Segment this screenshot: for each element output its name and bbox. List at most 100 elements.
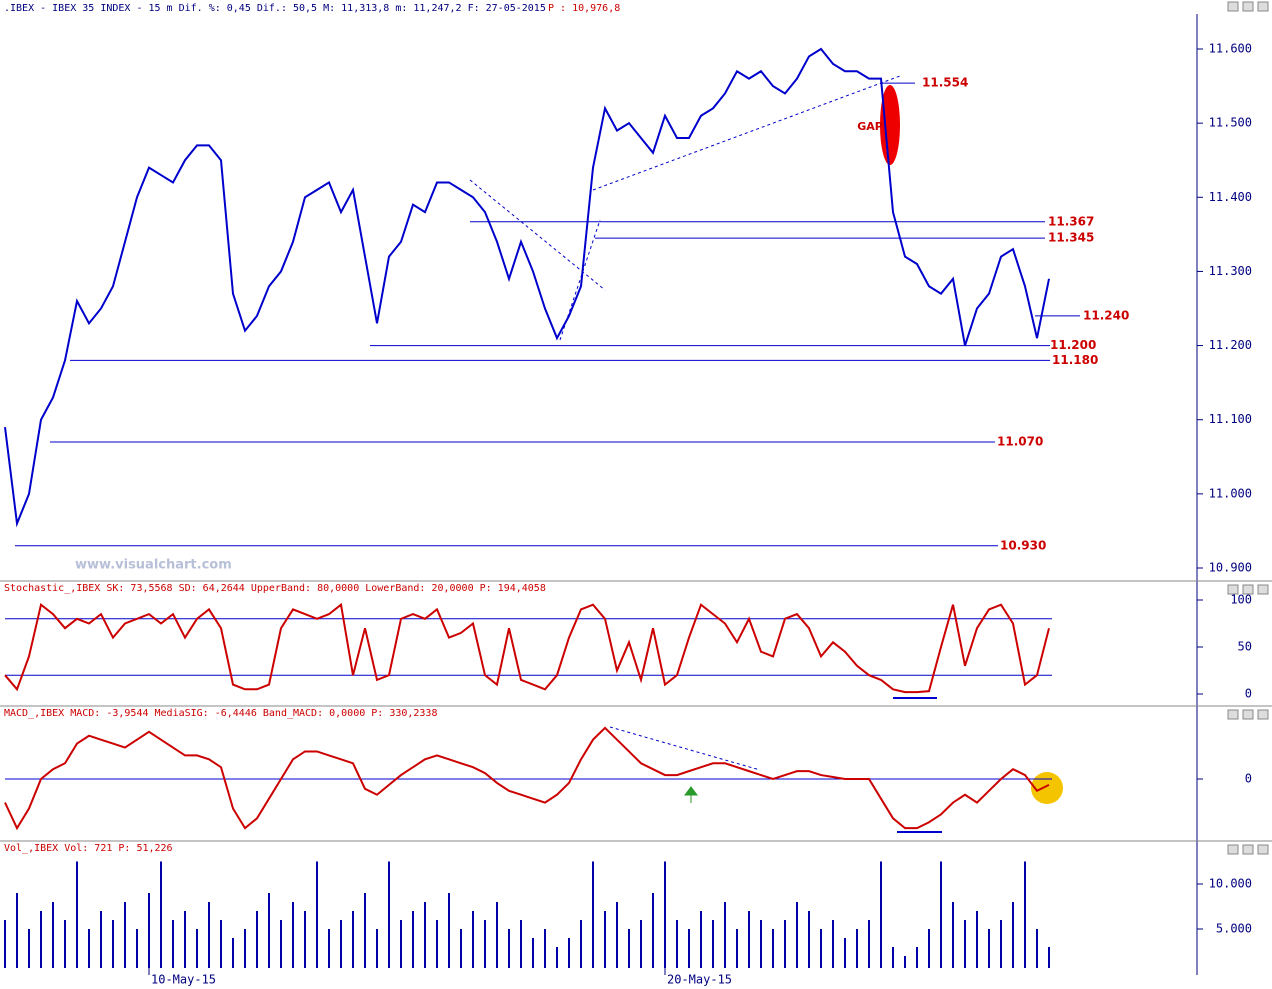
y-tick-label: 5.000 [1216,922,1252,936]
highlight-circle [1031,772,1063,804]
volume-bar [364,893,366,968]
volume-bar [820,929,822,968]
level-label: 11.554 [922,76,968,90]
volume-bar [100,911,102,968]
chart-title: .IBEX - IBEX 35 INDEX - 15 m Dif. %: 0,4… [4,3,546,14]
data-line [4,602,1050,694]
volume-bar [4,920,6,968]
volume-bar [232,938,234,968]
y-tick-label: 100 [1230,593,1252,607]
volume-bar [184,911,186,968]
volume-bar [712,920,714,968]
volume-bar [928,929,930,968]
volume-bar [244,929,246,968]
volume-bar [844,938,846,968]
x-tick-label: 10-May-15 [151,973,216,987]
volume-bar [400,920,402,968]
volume-bar [568,938,570,968]
volume-bar [676,920,678,968]
volume-bar [124,902,126,968]
y-tick-label: 0 [1245,687,1252,701]
volume-bar [904,956,906,968]
volume-bar [496,902,498,968]
volume-bar [976,911,978,968]
y-tick-label: 11.100 [1209,412,1252,426]
volume-bar [1012,902,1014,968]
volume-bar [424,902,426,968]
volume-bar [544,929,546,968]
volume-bar [16,893,18,968]
volume-bar [772,929,774,968]
volume-bar [292,902,294,968]
volume-bar [1024,861,1026,968]
volume-bar [592,861,594,968]
volume-bar [88,929,90,968]
y-tick-label: 11.500 [1209,116,1252,130]
volume-bar [280,920,282,968]
volume-bar [208,902,210,968]
data-line [4,47,1050,528]
volume-bar [448,893,450,968]
y-tick-label: 11.400 [1209,190,1252,204]
volume-bar [532,938,534,968]
volume-bar [940,861,942,968]
volume-bar [172,920,174,968]
volume-bar [352,911,354,968]
y-tick-label: 11.600 [1209,42,1252,56]
y-tick-label: 11.200 [1209,338,1252,352]
up-arrow [684,786,698,803]
level-label: 11.345 [1048,231,1094,245]
volume-bar [604,911,606,968]
volume-bar [760,920,762,968]
volume-bar [472,911,474,968]
volume-bar [832,920,834,968]
volume-bar [484,920,486,968]
volume-bar [964,920,966,968]
volume-bar [460,929,462,968]
volume-bar [28,929,30,968]
y-tick-label: 11.300 [1209,264,1252,278]
volume-bar [256,911,258,968]
volume-bar [64,920,66,968]
level-label: 11.367 [1048,214,1094,228]
volume-bar [988,929,990,968]
volume-bar [1036,929,1038,968]
volume-bar [880,861,882,968]
y-tick-label: 10.000 [1209,877,1252,891]
level-label: 11.240 [1083,308,1129,322]
panel-title: MACD_,IBEX MACD: -3,9544 MediaSIG: -6,44… [4,708,437,719]
volume-bar [196,929,198,968]
gap-marker [880,85,900,165]
volume-bar [388,861,390,968]
chart-title-extra: P : 10,976,8 [548,3,620,14]
volume-bar [784,920,786,968]
volume-bar [736,929,738,968]
volume-bar [856,929,858,968]
y-tick-label: 11.000 [1209,486,1252,500]
volume-bar [316,861,318,968]
volume-bar [268,893,270,968]
volume-bar [616,902,618,968]
volume-bar [952,902,954,968]
volume-bar [1000,920,1002,968]
volume-bar [76,861,78,968]
volume-bar [220,920,222,968]
volume-bar [556,947,558,968]
level-label: 11.180 [1052,353,1098,367]
volume-bar [376,929,378,968]
window-buttons [1227,1,1269,855]
volume-bar [328,929,330,968]
x-tick-label: 20-May-15 [667,973,732,987]
level-label: 10.930 [1000,538,1046,552]
volume-bar [136,929,138,968]
volume-bar [808,911,810,968]
volume-bar [112,920,114,968]
volume-bar [628,929,630,968]
data-line [4,726,1050,831]
y-tick-label: 10.900 [1209,561,1252,575]
volume-bar [148,893,150,968]
volume-bar [160,861,162,968]
volume-bar [700,911,702,968]
volume-bar [640,920,642,968]
